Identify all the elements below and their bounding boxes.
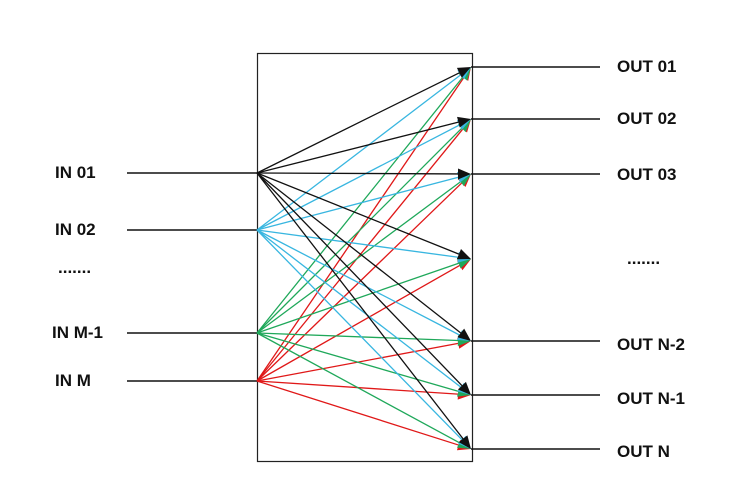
connection-line <box>256 127 463 334</box>
connection-line <box>256 76 464 334</box>
output-label-n-1: OUT N-1 <box>617 389 685 408</box>
input-label-m: IN M <box>55 371 91 390</box>
connection-line <box>256 172 463 387</box>
connection-line <box>256 172 459 175</box>
input-ellipsis: ....... <box>58 258 92 277</box>
connection-line <box>256 124 460 231</box>
input-label-m-1: IN M-1 <box>52 323 103 342</box>
arrowhead <box>458 435 471 449</box>
connection-line <box>256 262 459 334</box>
output-label-3: OUT 03 <box>617 165 677 184</box>
connection-line <box>256 172 460 255</box>
connection-line <box>256 229 459 258</box>
connection-line <box>256 181 461 334</box>
connection-line <box>256 332 460 444</box>
connection-line <box>256 176 459 231</box>
connection-line <box>256 264 461 382</box>
connection-line <box>256 229 460 336</box>
arrowhead <box>458 381 471 395</box>
output-ellipsis: ....... <box>627 249 661 268</box>
arrowhead <box>457 328 471 341</box>
connection-line <box>256 121 459 174</box>
connection-line <box>256 182 463 382</box>
connection-line <box>256 74 462 231</box>
output-label-2: OUT 02 <box>617 109 677 128</box>
connection-line <box>256 72 460 174</box>
arrowhead <box>456 249 471 260</box>
output-label-n-2: OUT N-2 <box>617 335 685 354</box>
connection-line <box>256 229 463 441</box>
arrowhead <box>457 168 471 180</box>
output-label-n: OUT N <box>617 442 670 461</box>
input-label-2: IN 02 <box>55 220 96 239</box>
connection-line <box>256 332 459 393</box>
switch-box <box>256 52 474 463</box>
connection-line <box>256 128 464 382</box>
output-label-1: OUT 01 <box>617 57 677 76</box>
arrowhead <box>456 67 471 78</box>
arrowhead <box>457 116 471 128</box>
input-label-1: IN 01 <box>55 163 96 182</box>
connection-line <box>256 229 462 388</box>
connection-line <box>256 172 462 334</box>
connection-line <box>256 332 459 342</box>
connection-line <box>256 380 459 446</box>
connection-line <box>256 172 464 440</box>
